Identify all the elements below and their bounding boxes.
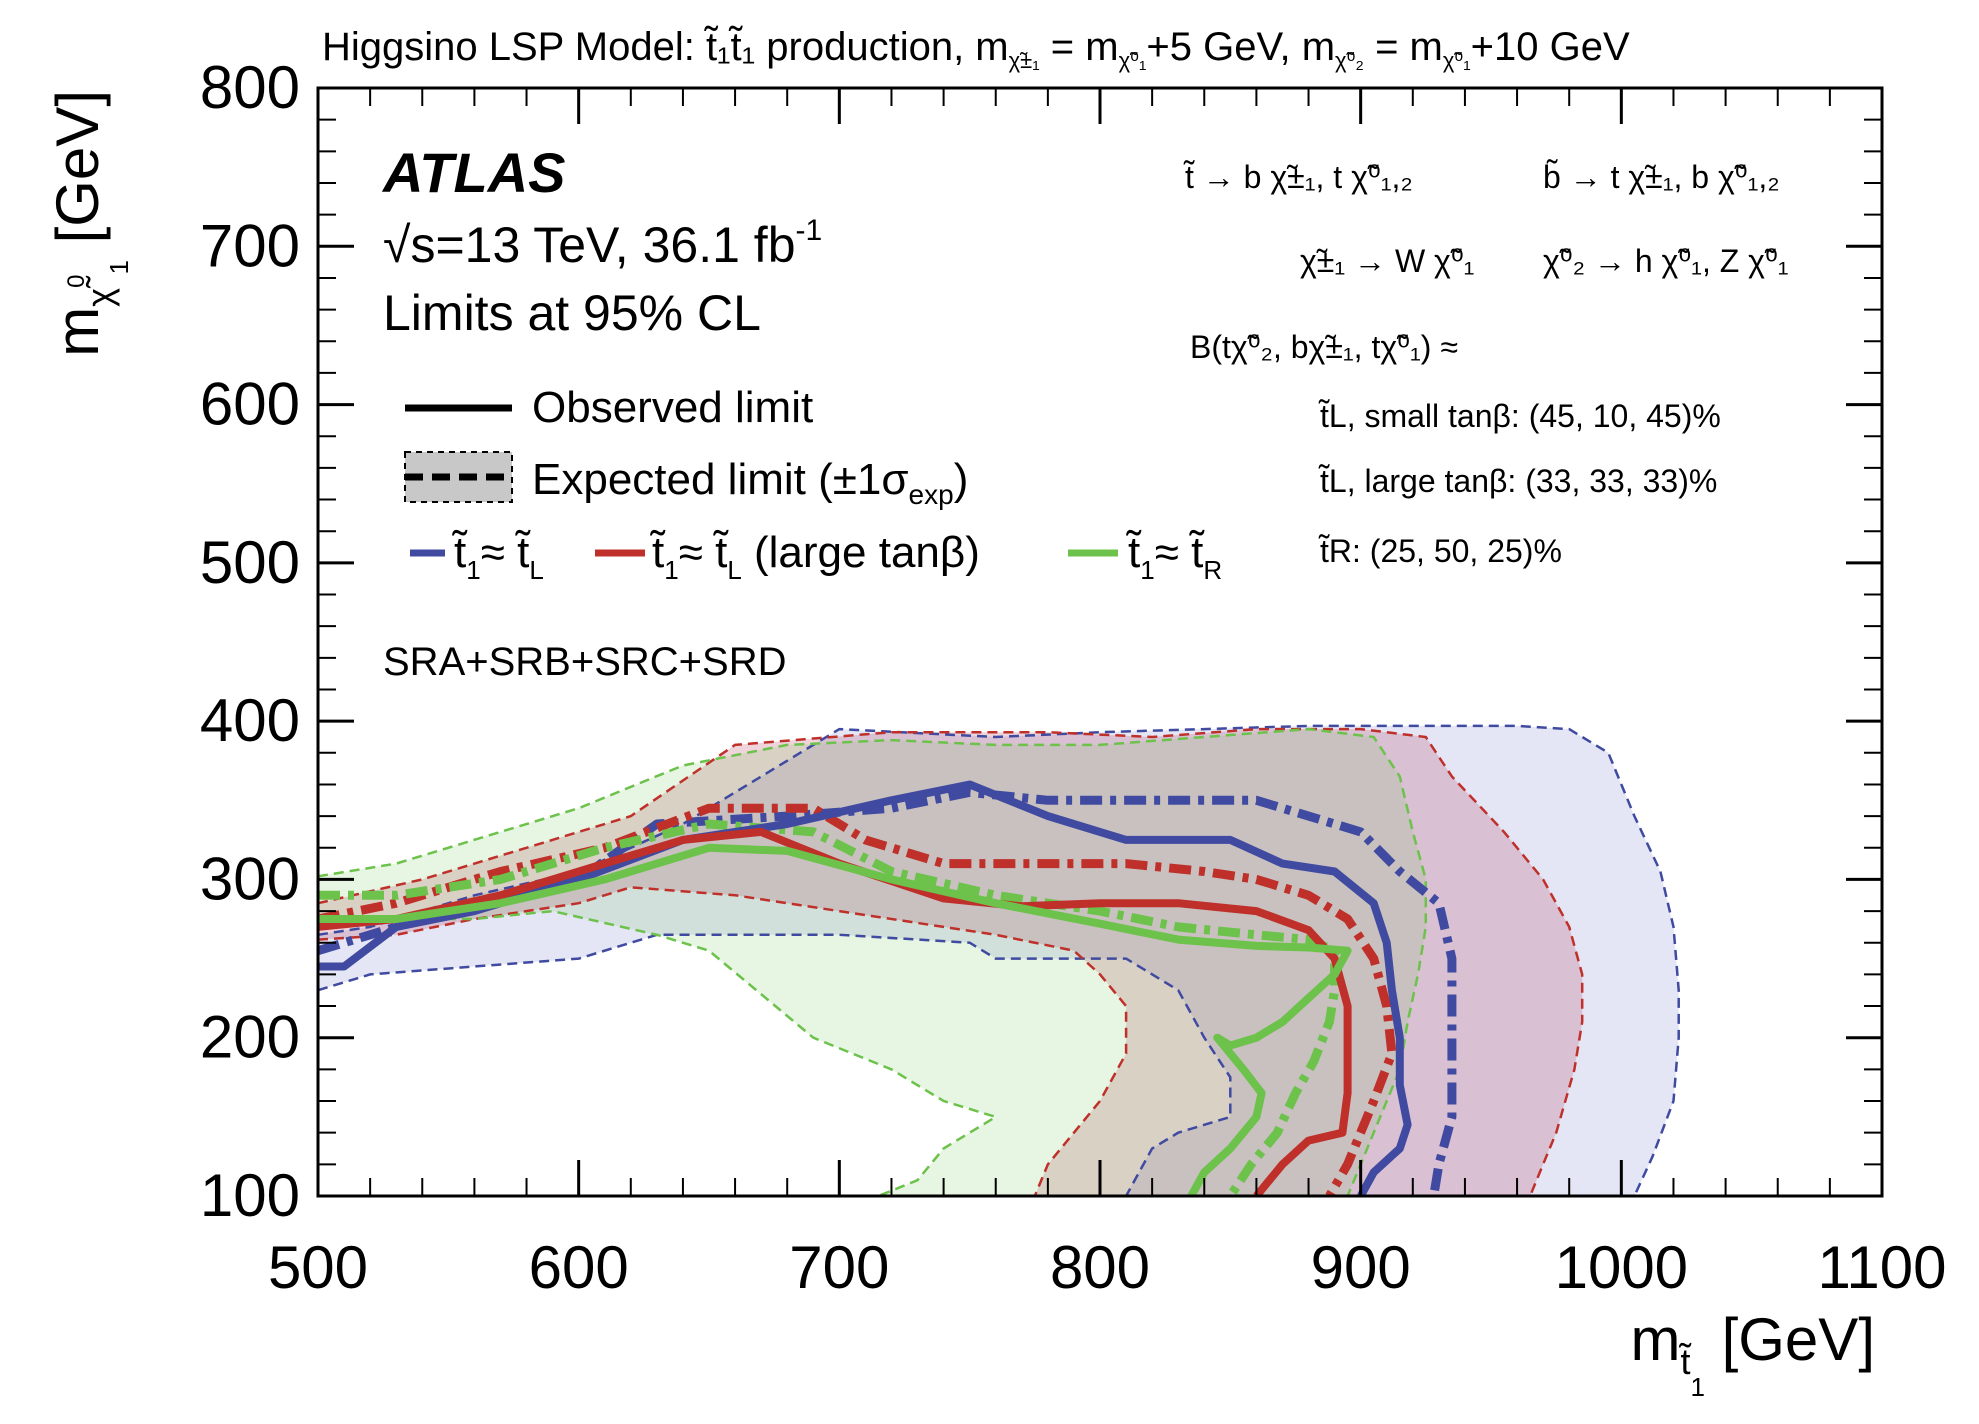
legend-green-label: t̃1≈ t̃R (1125, 528, 1222, 585)
stop-decay-text: t̃ → b χ̃±₁, t χ̃⁰₁,₂ (1183, 159, 1413, 195)
y-tick-label: 700 (200, 212, 300, 279)
limit-lines-layer (318, 724, 1680, 1196)
br-stopL-small-tanb: t̃L, small tanβ: (45, 10, 45)% (1318, 398, 1721, 434)
legend-red-sym2: t̃ (713, 528, 729, 577)
chart-title: Higgsino LSP Model: t̃₁t̃₁ production, m… (322, 25, 1630, 73)
x-label-stop-subsub: 1 (1690, 1372, 1704, 1402)
legend-green-sym2: t̃ (1189, 528, 1205, 577)
title-neutralino1b-sub: χ̃⁰₁ (1443, 48, 1471, 73)
legend-red-suffix: (large tanβ) (742, 528, 980, 577)
band-upper-red (318, 727, 1584, 1196)
legend-green-sub: 1 (1140, 555, 1154, 585)
title-prod-symbol: t̃₁t̃₁ (704, 25, 756, 69)
legend-expected-close: ) (954, 455, 969, 504)
legend-red-approx: ≈ (679, 528, 715, 577)
x-label-unit: [GeV] (1705, 1306, 1875, 1373)
legend-observed-label: Observed limit (532, 383, 813, 432)
legend-red-sub: 1 (664, 555, 678, 585)
expected-limit-green (318, 819, 1340, 1196)
legend-green-sym: t̃ (1125, 528, 1141, 577)
title-m4: m (1410, 25, 1443, 69)
title-rhs2: +10 GeV (1471, 25, 1630, 69)
x-tick-label: 500 (268, 1234, 368, 1301)
title-eq2: = (1364, 25, 1410, 69)
legend-blue-label: t̃1≈ t̃L (451, 528, 543, 585)
legend-green-sub2: R (1203, 555, 1222, 585)
decay-annotations: t̃ → b χ̃±₁, t χ̃⁰₁,₂ b̃ → t χ̃±₁, b χ̃⁰… (1183, 159, 1789, 569)
br-stopL-large-tanb: t̃L, large tanβ: (33, 33, 33)% (1318, 463, 1717, 499)
y-tick-label: 500 (200, 529, 300, 596)
legend-blue-sub: 1 (466, 555, 480, 585)
legend-red-sym: t̃ (649, 528, 665, 577)
x-tick-label: 1000 (1555, 1234, 1688, 1301)
y-label-neutralino-subsub: 1 (104, 260, 134, 274)
legend-blue-sub2: L (529, 555, 543, 585)
title-lead: Higgsino LSP Model: (322, 25, 706, 69)
title-m1: m (975, 25, 1008, 69)
legend-blue-approx: ≈ (481, 528, 517, 577)
legend-green-approx: ≈ (1155, 528, 1191, 577)
legend-expected-sub: exp (909, 479, 954, 510)
energy-lumi-label: √s=13 TeV, 36.1 fb-1 (383, 214, 822, 273)
atlas-label: ATLAS (381, 141, 566, 204)
y-axis-label: mχ̃01 [GeV] (44, 90, 134, 357)
x-axis-label: mt̃1 [GeV] (1630, 1306, 1875, 1402)
y-label-neutralino-sup: 0 (63, 275, 90, 288)
legend-red-sub2: L (727, 555, 741, 585)
title-chargino-sub: χ̃±₁ (1009, 48, 1040, 73)
x-tick-label: 1100 (1817, 1234, 1946, 1301)
y-tick-label: 600 (200, 371, 300, 438)
y-label-m: m (44, 307, 111, 357)
x-tick-label: 900 (1311, 1234, 1411, 1301)
lumi-superscript: -1 (796, 214, 823, 247)
band-lower-green (318, 909, 999, 1196)
br-header-text: B(tχ̃⁰₂, bχ̃±₁, tχ̃⁰₁) ≈ (1190, 329, 1458, 365)
y-label-unit: [GeV] (44, 90, 111, 260)
y-tick-label: 100 (200, 1162, 300, 1229)
legend: Observed limit Expected limit (±1σexp) t… (404, 383, 1222, 585)
title-m3: m (1302, 25, 1335, 69)
title-neutralino1-sub: χ̃⁰₁ (1119, 48, 1147, 73)
chargino-decay-text: χ̃±₁ → W χ̃⁰₁ (1300, 243, 1474, 279)
x-tick-label: 800 (1050, 1234, 1150, 1301)
title-neutralino2-sub: χ̃⁰₂ (1335, 48, 1364, 73)
expected-limit-blue (318, 787, 1457, 1196)
neutralino-decay-text: χ̃⁰₂ → h χ̃⁰₁, Z χ̃⁰₁ (1543, 243, 1789, 279)
cl-label: Limits at 95% CL (383, 285, 761, 341)
legend-expected-text: Expected limit (±1σ (532, 455, 909, 504)
band-green (318, 729, 1426, 1196)
title-prod-text: production, (755, 25, 975, 69)
x-label-m: m (1630, 1306, 1680, 1373)
band-lower-blue (318, 933, 1232, 1196)
band-lower-red (318, 886, 1128, 1196)
band-upper-blue (318, 724, 1680, 1196)
axis-ticks: 500 600 700 800 900 1000 1100 100 200 300 400 500 60… (200, 54, 1947, 1301)
sbottom-decay-text: b̃ → t χ̃±₁, b χ̃⁰₁,₂ (1543, 159, 1780, 195)
x-tick-label: 700 (789, 1234, 889, 1301)
br-stopR: t̃R: (25, 50, 25)% (1318, 533, 1562, 569)
signal-regions-label: SRA+SRB+SRC+SRD (383, 640, 786, 684)
x-tick-label: 600 (529, 1234, 629, 1301)
legend-blue-sym2: t̃ (515, 528, 531, 577)
observed-limit-red (318, 827, 1352, 1196)
y-tick-label: 200 (200, 1004, 300, 1071)
y-tick-label: 300 (200, 845, 300, 912)
y-tick-label: 800 (200, 54, 300, 121)
legend-expected-label: Expected limit (±1σexp) (532, 455, 968, 510)
legend-blue-sym: t̃ (451, 528, 467, 577)
energy-text: √s=13 TeV, 36.1 fb (383, 217, 796, 273)
observed-limit-green (318, 843, 1352, 1196)
legend-red-label: t̃1≈ t̃L (large tanβ) (649, 528, 979, 585)
title-rhs1: +5 GeV, (1146, 25, 1301, 69)
x-label-stop-sub: t̃ (1678, 1341, 1692, 1382)
title-m2: m (1085, 25, 1118, 69)
y-tick-label: 400 (200, 687, 300, 754)
title-eq1: = (1040, 25, 1086, 69)
